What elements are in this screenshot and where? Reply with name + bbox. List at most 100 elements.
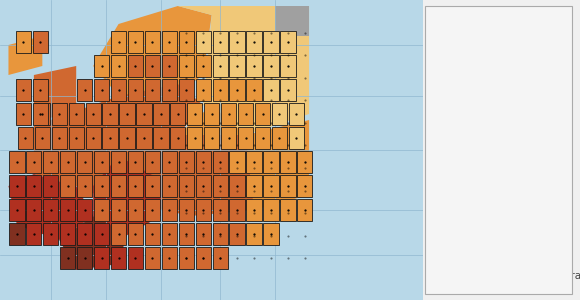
Bar bbox=[187, 127, 202, 149]
Bar bbox=[195, 175, 211, 197]
Bar bbox=[162, 247, 177, 269]
Bar bbox=[94, 247, 109, 269]
Bar bbox=[145, 175, 160, 197]
Bar bbox=[170, 103, 186, 125]
Bar bbox=[230, 151, 245, 173]
Bar bbox=[52, 127, 67, 149]
Polygon shape bbox=[275, 6, 309, 36]
Polygon shape bbox=[118, 135, 254, 216]
Bar bbox=[179, 31, 194, 53]
Bar bbox=[280, 55, 296, 77]
Bar bbox=[35, 103, 50, 125]
Bar bbox=[77, 79, 92, 101]
Bar bbox=[221, 103, 236, 125]
Bar bbox=[297, 199, 313, 221]
Bar bbox=[179, 79, 194, 101]
Bar bbox=[16, 79, 31, 101]
Bar bbox=[230, 175, 245, 197]
Bar bbox=[179, 223, 194, 245]
Bar bbox=[16, 103, 31, 125]
Bar bbox=[94, 55, 109, 77]
Bar bbox=[77, 223, 92, 245]
Bar bbox=[204, 127, 219, 149]
Bar bbox=[111, 79, 126, 101]
Bar bbox=[162, 151, 177, 173]
Bar bbox=[145, 55, 160, 77]
Bar bbox=[212, 151, 228, 173]
Bar bbox=[246, 79, 262, 101]
Bar bbox=[32, 31, 48, 53]
Bar bbox=[280, 79, 296, 101]
Bar bbox=[230, 223, 245, 245]
Bar bbox=[18, 127, 33, 149]
Bar bbox=[52, 103, 67, 125]
Bar bbox=[111, 199, 126, 221]
Bar bbox=[94, 223, 109, 245]
Bar bbox=[94, 175, 109, 197]
Bar bbox=[103, 127, 118, 149]
Bar bbox=[212, 55, 228, 77]
Bar bbox=[60, 199, 75, 221]
Bar bbox=[179, 199, 194, 221]
Bar bbox=[68, 103, 84, 125]
Text: 8-9: 8-9 bbox=[502, 151, 519, 161]
Bar bbox=[145, 223, 160, 245]
Bar bbox=[263, 175, 278, 197]
Bar bbox=[212, 79, 228, 101]
Bar bbox=[436, 118, 483, 140]
Bar bbox=[272, 103, 287, 125]
Bar bbox=[263, 79, 278, 101]
Bar bbox=[436, 199, 483, 221]
Bar bbox=[280, 175, 296, 197]
Bar bbox=[212, 175, 228, 197]
Bar bbox=[9, 151, 24, 173]
Bar bbox=[204, 103, 219, 125]
Bar bbox=[128, 31, 143, 53]
Bar bbox=[212, 31, 228, 53]
Bar bbox=[246, 199, 262, 221]
Bar bbox=[119, 127, 135, 149]
Bar bbox=[111, 175, 126, 197]
Bar bbox=[94, 151, 109, 173]
Bar bbox=[153, 127, 169, 149]
Bar bbox=[436, 145, 483, 167]
Bar bbox=[280, 199, 296, 221]
Polygon shape bbox=[93, 6, 212, 105]
Bar bbox=[77, 151, 92, 173]
Bar bbox=[179, 175, 194, 197]
Bar bbox=[230, 31, 245, 53]
Bar bbox=[272, 127, 287, 149]
Bar bbox=[43, 175, 59, 197]
Text: 7-8: 7-8 bbox=[502, 124, 519, 134]
Bar bbox=[212, 247, 228, 269]
Bar bbox=[128, 199, 143, 221]
Bar bbox=[111, 31, 126, 53]
Bar bbox=[179, 151, 194, 173]
Bar bbox=[179, 55, 194, 77]
Bar bbox=[263, 223, 278, 245]
Bar bbox=[195, 79, 211, 101]
Bar bbox=[35, 127, 50, 149]
Bar bbox=[128, 79, 143, 101]
Text: > 10: > 10 bbox=[502, 205, 527, 215]
Bar bbox=[195, 151, 211, 173]
Bar bbox=[145, 151, 160, 173]
Bar bbox=[128, 55, 143, 77]
Bar bbox=[280, 31, 296, 53]
Polygon shape bbox=[178, 105, 309, 210]
Polygon shape bbox=[34, 66, 76, 120]
Bar bbox=[43, 151, 59, 173]
Bar bbox=[263, 31, 278, 53]
Polygon shape bbox=[9, 174, 93, 240]
Bar bbox=[246, 55, 262, 77]
Bar bbox=[195, 199, 211, 221]
Bar bbox=[187, 103, 202, 125]
Bar bbox=[103, 103, 118, 125]
Bar bbox=[246, 223, 262, 245]
Text: Outside coverage: Outside coverage bbox=[502, 271, 580, 281]
Text: Days/decade: Days/decade bbox=[442, 21, 510, 31]
Bar bbox=[145, 31, 160, 53]
Bar bbox=[162, 199, 177, 221]
Polygon shape bbox=[9, 36, 42, 75]
Bar bbox=[212, 223, 228, 245]
